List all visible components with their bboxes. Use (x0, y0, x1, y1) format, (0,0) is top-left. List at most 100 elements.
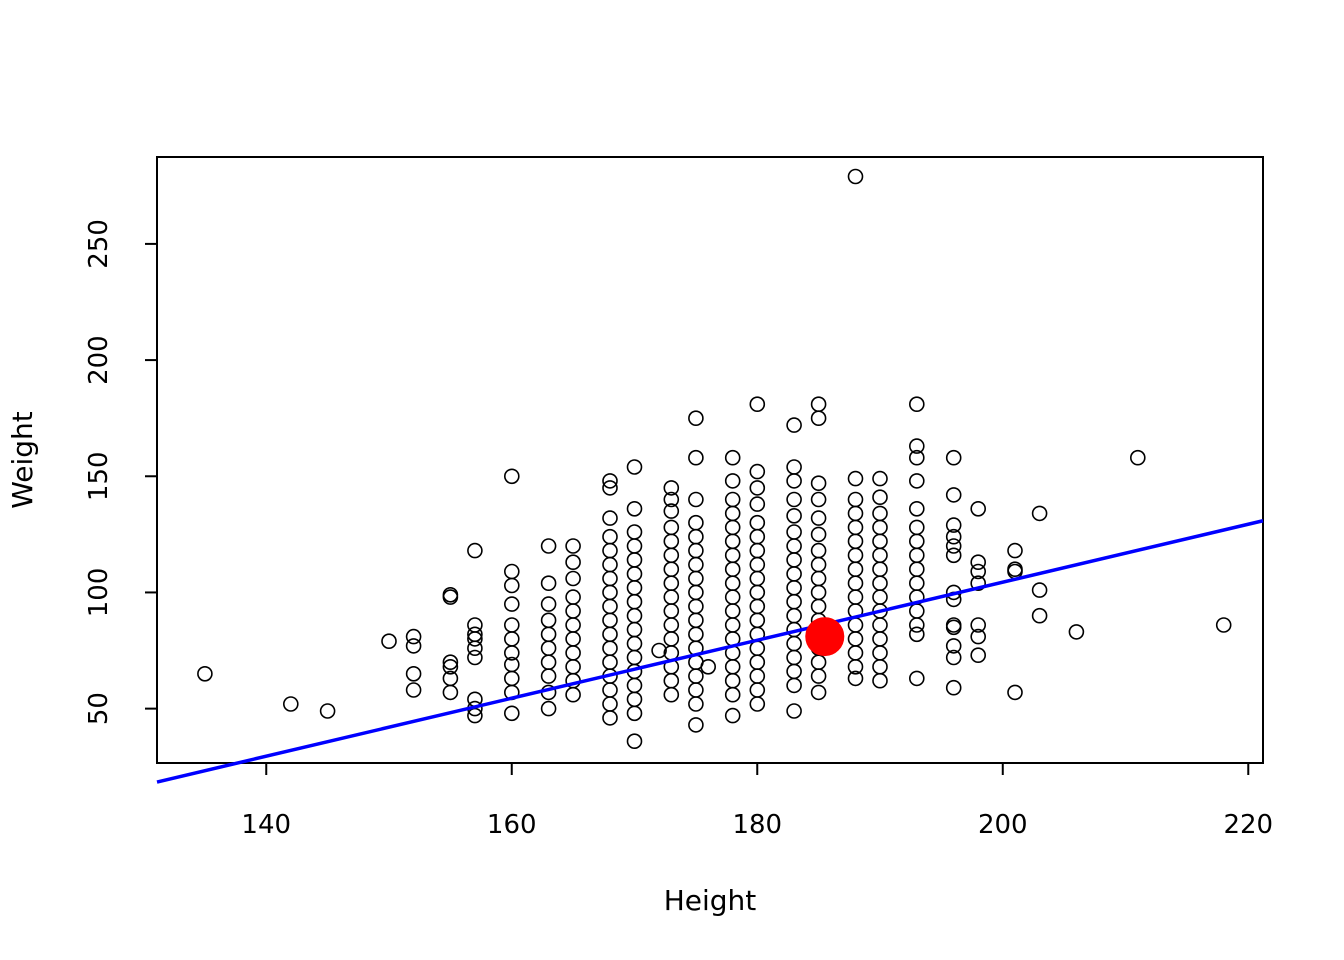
data-point (786, 649, 802, 666)
data-point (688, 556, 704, 573)
data-point (503, 617, 520, 633)
data-point (663, 491, 680, 508)
data-point (810, 598, 827, 615)
data-point (724, 449, 741, 466)
data-point (663, 480, 680, 496)
data-point (565, 538, 581, 554)
data-point (503, 705, 520, 722)
data-point (847, 505, 864, 522)
data-point (602, 696, 618, 712)
data-point (688, 542, 704, 559)
data-point (688, 528, 704, 545)
data-point (1130, 449, 1146, 466)
data-point (810, 526, 827, 543)
data-point (602, 584, 618, 601)
data-point (847, 519, 864, 536)
data-point (688, 682, 704, 698)
data-point (908, 500, 925, 517)
x-axis-title: Height (664, 884, 757, 917)
data-point (847, 617, 864, 633)
data-point (565, 617, 581, 633)
data-point (945, 487, 962, 503)
data-point (540, 700, 557, 717)
data-point (1031, 582, 1048, 598)
data-point (970, 575, 987, 592)
data-point (724, 547, 741, 564)
data-point (540, 612, 557, 629)
data-point (786, 663, 802, 680)
data-point (872, 561, 888, 578)
data-point (908, 561, 925, 578)
data-point (872, 519, 888, 536)
data-point (442, 670, 459, 687)
data-point (319, 703, 336, 719)
data-point (749, 514, 766, 531)
data-point (872, 645, 888, 661)
highlight-layer (805, 617, 845, 657)
data-point (540, 668, 557, 684)
data-point (602, 542, 618, 559)
data-point (970, 647, 987, 664)
data-point (724, 707, 741, 724)
data-point (282, 696, 299, 712)
data-point (565, 658, 581, 675)
data-point (467, 649, 483, 666)
data-point (847, 561, 864, 578)
data-point (945, 679, 962, 696)
data-point (688, 598, 704, 615)
y-tick-label: 150 (84, 451, 114, 501)
x-tick-label: 140 (241, 810, 291, 840)
data-point (749, 480, 766, 496)
data-point (786, 538, 802, 554)
y-tick-label: 200 (84, 335, 114, 385)
data-point (872, 617, 888, 633)
data-point (626, 593, 643, 610)
data-point (663, 561, 680, 578)
data-point (602, 654, 618, 671)
data-point (786, 524, 802, 540)
data-point (467, 617, 483, 633)
data-point (1031, 505, 1048, 522)
data-point (970, 628, 987, 645)
data-point (626, 649, 643, 666)
data-point (405, 628, 422, 645)
data-point (663, 589, 680, 605)
data-point (688, 410, 704, 427)
data-point (786, 607, 802, 624)
data-point (749, 570, 766, 587)
data-point (749, 668, 766, 684)
data-point (602, 528, 618, 545)
data-point (786, 677, 802, 694)
data-point (503, 468, 520, 485)
data-point (724, 575, 741, 592)
data-point (602, 640, 618, 657)
data-point (565, 645, 581, 661)
data-point (786, 417, 802, 433)
data-point (724, 561, 741, 578)
data-point (810, 684, 827, 701)
data-point (688, 717, 704, 733)
data-point (847, 533, 864, 550)
data-point (810, 570, 827, 587)
data-point (724, 658, 741, 675)
data-point (540, 596, 557, 612)
data-point (908, 575, 925, 592)
data-point (847, 575, 864, 592)
data-point (810, 584, 827, 601)
data-point (688, 570, 704, 587)
data-point (970, 500, 987, 517)
data-point (626, 459, 643, 475)
data-point (872, 505, 888, 522)
data-point (749, 696, 766, 712)
regression-line (156, 519, 1264, 784)
data-point (503, 577, 520, 594)
data-point (872, 631, 888, 647)
data-point (847, 547, 864, 564)
data-point (786, 579, 802, 596)
data-point (688, 626, 704, 643)
data-point (626, 635, 643, 652)
data-point (405, 665, 422, 682)
data-point (749, 463, 766, 480)
data-point (847, 470, 864, 487)
